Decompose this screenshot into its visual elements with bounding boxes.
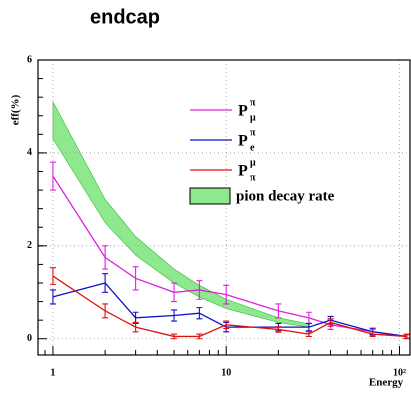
x-tick-label: 10 xyxy=(221,367,231,378)
x-tick-label: 10² xyxy=(393,367,406,378)
y-tick-label: 6 xyxy=(27,54,32,65)
error-bar xyxy=(132,266,139,291)
error-bar xyxy=(275,303,282,319)
error-bar xyxy=(196,280,203,300)
legend-swatch xyxy=(189,187,231,205)
plot-frame xyxy=(37,59,411,356)
error-bar xyxy=(171,282,178,303)
error-bar xyxy=(102,273,109,293)
legend-label: P xyxy=(238,163,248,180)
x-tick-label: 1 xyxy=(50,367,55,378)
y-tick-label: 0 xyxy=(27,333,32,344)
y-tick-label: 4 xyxy=(27,147,32,158)
error-bar xyxy=(171,309,178,322)
error-bar xyxy=(196,307,203,320)
error-bar xyxy=(369,331,376,337)
y-axis-label: eff(%) xyxy=(10,94,22,125)
legend-subscript: π xyxy=(250,172,256,183)
error-bar xyxy=(49,267,56,285)
x-axis-label: Energy xyxy=(369,377,404,389)
legend-superscript: π xyxy=(250,127,256,138)
y-tick-label: 2 xyxy=(27,240,32,251)
error-bar xyxy=(102,245,109,270)
legend-subscript: e xyxy=(250,142,255,153)
chart-title: endcap xyxy=(90,6,160,28)
legend-subscript: μ xyxy=(250,112,256,123)
error-bar xyxy=(49,161,56,191)
legend-superscript: μ xyxy=(250,157,256,168)
error-bar xyxy=(223,284,230,305)
error-bar xyxy=(223,320,230,330)
error-bar xyxy=(275,326,282,333)
error-bar xyxy=(327,318,334,327)
legend-label: P xyxy=(238,133,248,150)
error-bar xyxy=(102,303,109,319)
band-area xyxy=(52,101,310,328)
error-bar xyxy=(132,321,139,333)
legend-superscript: π xyxy=(250,97,256,108)
legend-label: pion decay rate xyxy=(236,188,335,204)
legend-label: P xyxy=(238,103,248,120)
error-bar xyxy=(171,333,178,340)
error-bar xyxy=(305,331,312,337)
error-bar xyxy=(196,333,203,340)
error-bar xyxy=(403,334,410,339)
error-bar xyxy=(305,322,312,332)
error-bar xyxy=(49,289,56,305)
